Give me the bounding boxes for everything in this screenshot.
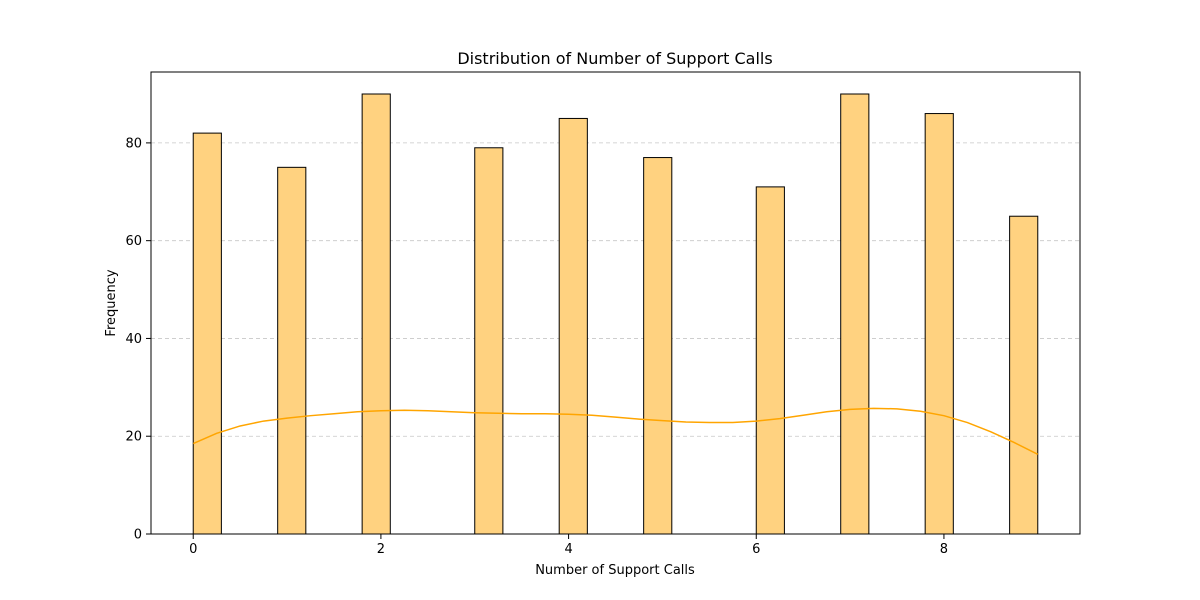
plot-area-frame xyxy=(150,71,1081,535)
bars xyxy=(192,93,1039,535)
x-tick-label-6: 6 xyxy=(752,542,760,557)
x-tick-label-2: 2 xyxy=(377,542,385,557)
y-tick-label-20: 20 xyxy=(125,430,142,445)
y-tick-label-40: 40 xyxy=(125,332,142,347)
x-axis-ticks: 0 2 4 6 8 xyxy=(189,534,948,557)
y-axis-ticks: 0 20 40 60 80 xyxy=(125,136,151,543)
bar-8 xyxy=(924,113,954,535)
y-tick-label-80: 80 xyxy=(125,136,142,151)
bar-5 xyxy=(643,157,673,535)
bar-6 xyxy=(755,186,785,535)
x-axis-label: Number of Support Calls xyxy=(535,563,695,578)
x-tick-label-0: 0 xyxy=(189,542,197,557)
y-tick-label-0: 0 xyxy=(134,528,142,543)
chart-title: Distribution of Number of Support Calls xyxy=(457,49,772,68)
y-tick-label-60: 60 xyxy=(125,234,142,249)
bar-3 xyxy=(474,147,504,535)
x-tick-label-4: 4 xyxy=(564,542,572,557)
bar-9 xyxy=(1009,215,1039,535)
x-tick-label-8: 8 xyxy=(940,542,948,557)
bar-4 xyxy=(558,117,588,535)
bar-2 xyxy=(361,93,391,535)
bar-1 xyxy=(277,166,307,535)
y-axis-label: Frequency xyxy=(104,269,119,336)
bar-0 xyxy=(192,132,222,535)
kde-curve xyxy=(192,407,1039,455)
bar-7 xyxy=(840,93,870,535)
